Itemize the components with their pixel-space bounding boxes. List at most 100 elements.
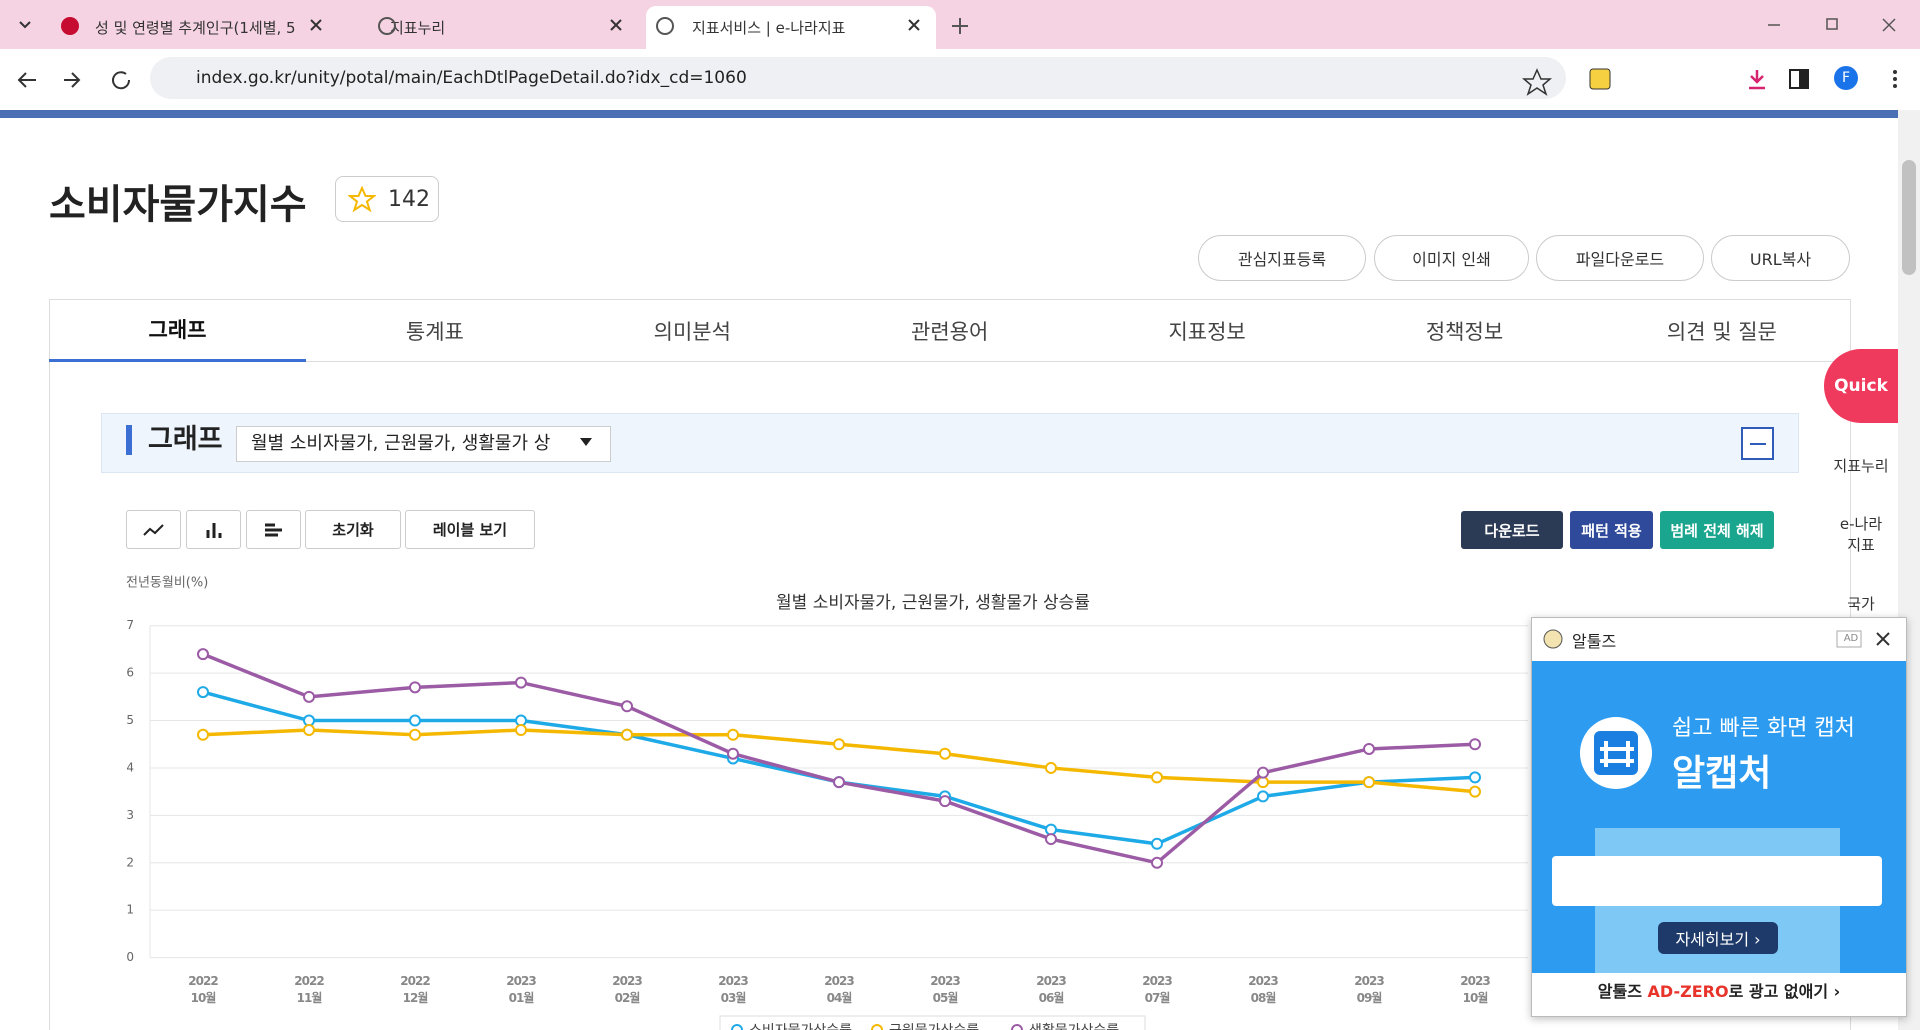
bar-chart-button[interactable] [186,510,241,549]
pattern-button[interactable]: 패턴 적용 [1570,511,1653,549]
x-tick-label: 2022 11월 [294,974,324,1005]
point [621,700,633,713]
section-title: 그래프 [126,425,223,455]
point [727,728,739,741]
x-tick-label: 2022 10월 [188,974,218,1005]
page-tab[interactable]: 그래프 [49,299,306,362]
browser-tab[interactable]: 성 및 연령별 추계인구(1세별, 5 [95,19,296,37]
x-tick-label: 2023 05월 [930,974,960,1005]
header-strip [0,110,1898,118]
ad-cta[interactable]: 자세히보기 › [1675,930,1761,949]
point [515,676,527,689]
point [409,681,421,694]
point [1257,766,1269,779]
point [303,724,315,737]
x-tick-label: 2023 02월 [612,974,642,1005]
page-tab[interactable]: 의미분석 [653,319,731,344]
favorite-button[interactable]: 142 [335,176,439,222]
page-title: 소비자물가지수 [49,182,307,228]
browser-tab[interactable]: 지표누리 [390,19,446,37]
label-button[interactable]: 레이블 보기 [405,510,535,549]
point [409,728,421,741]
line-chart-button[interactable] [126,510,181,549]
point [303,690,315,703]
x-tick-label: 2023 07월 [1142,974,1172,1005]
y-tick-label: 7 [126,618,134,632]
quick-item[interactable]: 국가 [1847,595,1875,613]
ad-footer-text: 로 광고 없애기 › [1728,982,1841,1001]
x-tick-label: 2022 12월 [400,974,430,1005]
action-button[interactable]: 관심지표등록 [1198,235,1366,281]
legend-label: 근원물가상승률 [889,1023,979,1030]
page-tab[interactable]: 지표정보 [1168,319,1246,344]
collapse-button[interactable] [1741,427,1774,460]
action-button[interactable]: 이미지 인쇄 [1374,235,1529,281]
select-arrow [580,438,592,446]
y-tick-label: 5 [126,713,134,727]
point [197,648,209,661]
x-tick-label: 2023 10월 [1460,974,1490,1005]
y-tick-label: 4 [126,760,134,774]
point [1469,785,1481,798]
y-tick-label: 2 [126,855,134,869]
reset-button[interactable]: 초기화 [305,510,401,549]
x-tick-label: 2023 08월 [1248,974,1278,1005]
point [1151,771,1163,784]
browser-icons [17,17,1897,96]
series-line [202,652,1476,865]
legend-marker [871,1024,883,1030]
download-button[interactable]: 다운로드 [1461,511,1563,549]
point [197,686,209,699]
point [1151,837,1163,850]
point [621,728,633,741]
page-tab[interactable]: 의견 및 질문 [1666,319,1777,344]
x-tick-label: 2023 01월 [506,974,536,1005]
y-axis-label: 전년동월비(%) [126,576,208,591]
legend-marker [1011,1024,1023,1030]
point [939,795,951,808]
point [197,728,209,741]
action-button[interactable]: URL복사 [1711,235,1850,281]
point [1363,742,1375,755]
page-tab[interactable]: 관련용어 [911,319,989,344]
quick-item[interactable]: 지표누리 [1833,457,1889,475]
point [1045,761,1057,774]
page-tab[interactable]: 정책정보 [1425,319,1504,344]
point [1257,790,1269,803]
legend-marker [731,1024,743,1030]
browser-tab[interactable]: 지표서비스 | e-나라지표 [646,6,936,49]
y-tick-label: 6 [126,666,134,680]
point [1469,738,1481,751]
page-tab[interactable]: 통계표 [405,319,464,344]
url-bar[interactable]: index.go.kr/unity/potal/main/EachDtlPage… [150,57,1566,99]
star-icon [348,186,376,213]
ad-brand: 알툴즈 [1572,632,1617,651]
ad-product: 알캡처 [1672,753,1772,794]
x-tick-label: 2023 04월 [824,974,854,1005]
point [833,738,845,751]
quick-menu[interactable]: Quick [1824,349,1898,423]
point [939,747,951,760]
chart-select[interactable]: 월별 소비자물가, 근원물가, 생활물가 상 [236,426,611,462]
profile[interactable]: F [1834,66,1858,90]
action-button[interactable]: 파일다운로드 [1536,235,1704,281]
tab-strip [49,299,1851,362]
point [1151,856,1163,869]
point [833,776,845,789]
chart-title: 월별 소비자물가, 근원물가, 생활물가 상승률 [776,593,1090,613]
legend-clear-button[interactable]: 범례 전체 해제 [1660,511,1774,549]
point [1045,833,1057,846]
hbar-chart-button[interactable] [246,510,301,549]
x-tick-label: 2023 03월 [718,974,748,1005]
point [409,714,421,727]
ad-footer[interactable]: 알툴즈 AD-ZERO로 광고 없애기 › [1532,978,1906,1002]
legend-label: 소비자물가상승률 [749,1023,852,1030]
y-tick-label: 3 [126,808,134,822]
x-tick-label: 2023 09월 [1354,974,1384,1005]
quick-item[interactable]: e-나라 지표 [1839,515,1883,554]
ad-headline: 쉽고 빠른 화면 캡처 [1672,716,1855,741]
